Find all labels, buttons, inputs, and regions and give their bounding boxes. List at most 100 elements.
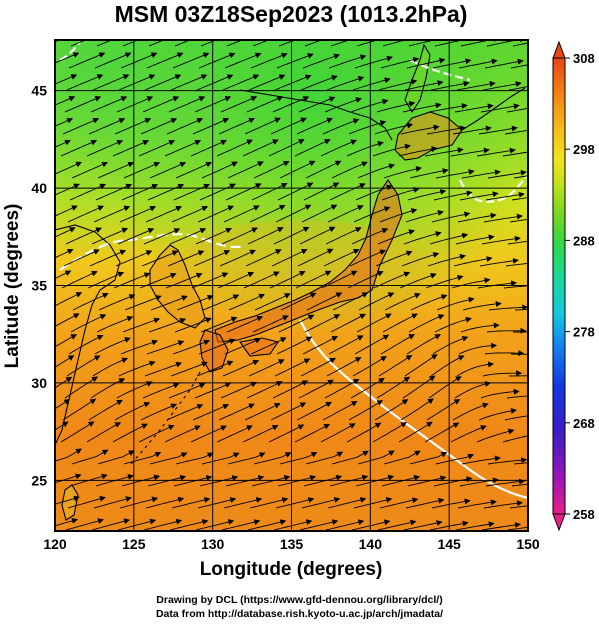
lon-tick-150: 150 (516, 536, 540, 552)
streamline-323 (406, 57, 446, 69)
streamline-127 (176, 295, 214, 311)
streamline-270 (322, 401, 358, 421)
streamline-105 (148, 318, 187, 333)
streamline-424 (505, 262, 528, 267)
streamline-277 (354, 55, 393, 69)
streamline-422 (509, 218, 528, 223)
streamline-153 (196, 360, 234, 377)
kuril-islands (461, 87, 526, 131)
streamline-317 (372, 421, 407, 443)
streamline-19 (55, 448, 82, 462)
map-title: MSM 03Z18Sep2023 (1013.2hPa) (115, 1, 468, 27)
streamline-36 (70, 314, 107, 333)
colorbar-min-arrow (552, 513, 566, 532)
streamline-242 (306, 292, 343, 311)
streamline-358 (434, 316, 472, 333)
streamline-108 (142, 382, 180, 399)
streamline-228 (275, 497, 315, 509)
streamline-143 (190, 139, 228, 157)
streamline-353 (431, 211, 471, 223)
streamline-245 (300, 357, 336, 377)
streamline-183 (221, 519, 261, 531)
streamline-282 (357, 163, 396, 179)
streamline-280 (348, 120, 387, 135)
streamline-214 (277, 182, 314, 201)
streamline-168 (225, 183, 262, 201)
streamline-248 (294, 423, 331, 443)
streamline-387 (461, 455, 501, 465)
streamline-76 (121, 183, 159, 201)
lon-tick-125: 125 (122, 536, 146, 552)
streamline-381 (460, 322, 500, 333)
streamline-189 (242, 139, 279, 157)
streamline-377 (455, 234, 495, 245)
streamline-71 (118, 74, 156, 91)
lat-tick-40: 40 (31, 180, 47, 196)
streamline-376 (457, 212, 497, 223)
streamline-31 (67, 205, 105, 223)
streamline-421 (511, 197, 528, 201)
streamline-70 (120, 52, 158, 69)
streamline-69 (122, 40, 139, 47)
streamline-54 (93, 205, 131, 223)
streamline-362 (426, 399, 461, 421)
streamline-370 (456, 80, 496, 91)
streamline-35 (72, 292, 109, 311)
streamline-193 (247, 227, 284, 245)
streamline-122 (173, 183, 211, 201)
streamline-224 (270, 402, 307, 421)
streamline-229 (273, 519, 313, 531)
streamline-236 (305, 160, 342, 179)
streamline-412 (483, 500, 523, 509)
streamline-86 (114, 401, 151, 421)
streamline-292 (350, 377, 385, 399)
streamline-159 (197, 497, 237, 509)
streamline-163 (222, 74, 260, 91)
streamline-363 (424, 422, 460, 443)
streamline-77 (119, 206, 157, 223)
streamline-95 (142, 96, 180, 113)
streamline-342 (407, 475, 447, 487)
streamline-138 (200, 40, 218, 47)
streamline-72 (116, 96, 154, 113)
streamline-175 (224, 338, 262, 355)
streamline-130 (170, 361, 208, 377)
sakhalin-island (404, 43, 431, 114)
streamline-62 (90, 378, 126, 399)
streamline-99 (147, 183, 185, 201)
streamline-403 (488, 304, 528, 311)
streamline-320 (379, 497, 419, 509)
streamline-160 (195, 519, 235, 531)
streamline-24 (68, 52, 106, 69)
streamline-397 (487, 169, 527, 179)
streamline-221 (276, 336, 313, 355)
streamline-360 (430, 355, 465, 377)
colorbar: 308 298 288 278 268 258 (552, 40, 595, 532)
streamline-155 (192, 403, 230, 421)
map-grid (54, 40, 529, 531)
streamline-399 (483, 213, 523, 223)
streamline-239 (299, 226, 336, 245)
streamline-250 (303, 474, 343, 487)
streamline-258 (320, 139, 358, 157)
streamline-313 (380, 334, 415, 355)
streamline-318 (383, 450, 421, 465)
streamline-263 (323, 248, 360, 267)
colorbar-tick-258: 258 (573, 507, 595, 522)
streamline-215 (275, 204, 312, 223)
streamline-366 (431, 498, 471, 509)
latitude-tick-labels: 25 30 35 40 45 (31, 83, 47, 489)
streamline-373 (450, 147, 490, 157)
streamline-120 (164, 139, 202, 157)
streamline-344 (403, 520, 443, 531)
streamline-260 (329, 183, 366, 201)
streamline-322 (408, 40, 448, 47)
streamline-11 (55, 270, 72, 280)
streamline-167 (227, 161, 264, 179)
streamline-328 (409, 168, 449, 179)
streamline-191 (251, 182, 288, 201)
streamline-374 (461, 169, 501, 179)
streamline-144 (201, 161, 238, 179)
streamline-124 (169, 228, 207, 245)
streamline-207 (278, 40, 297, 47)
